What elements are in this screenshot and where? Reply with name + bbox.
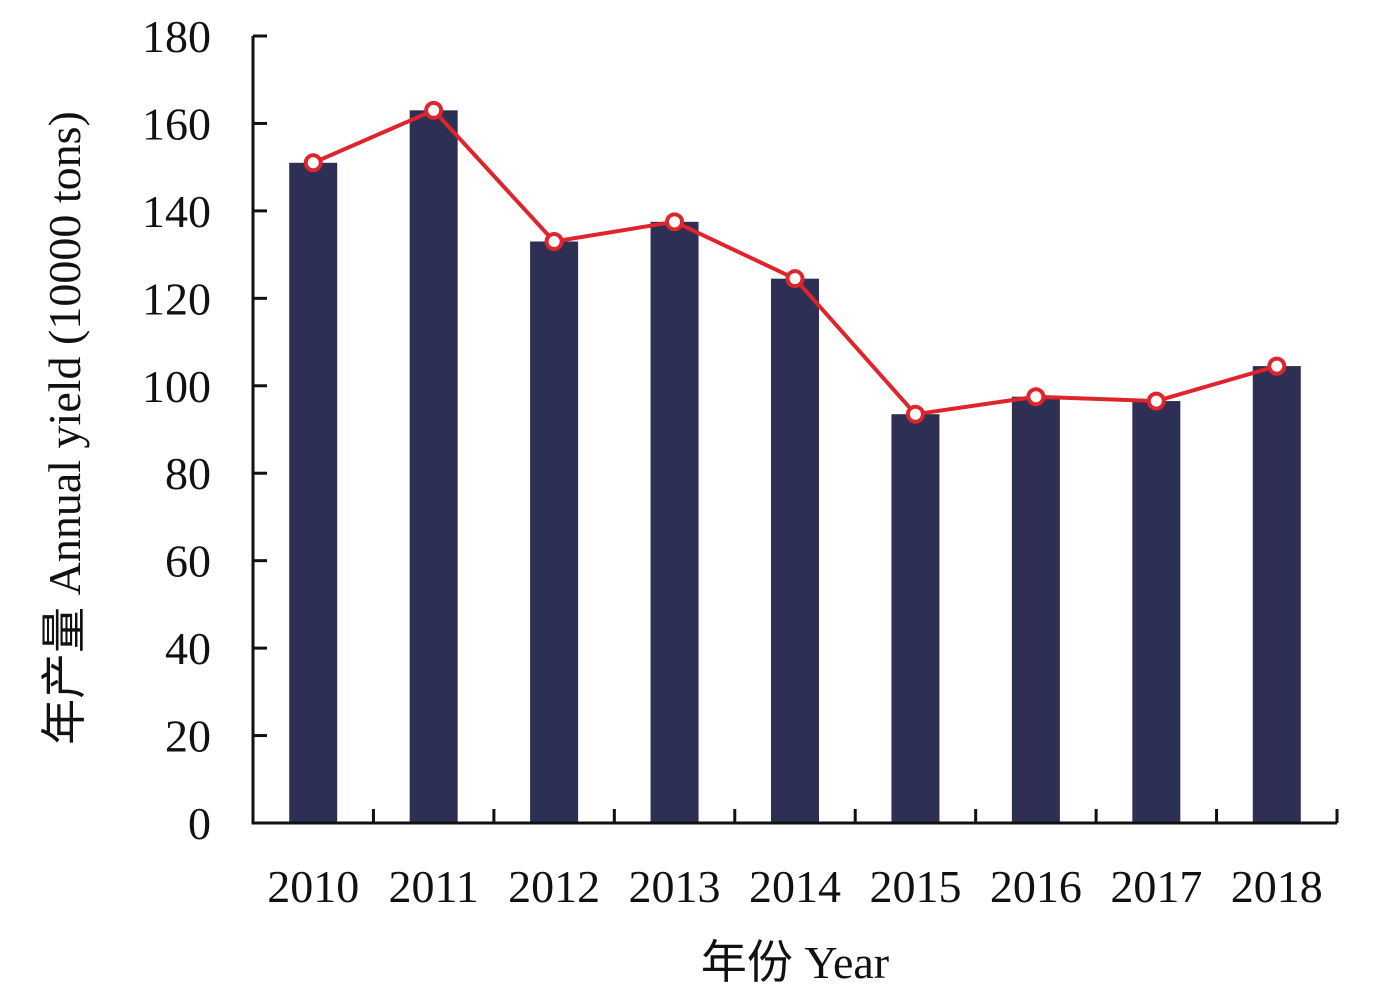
y-tick-label: 160 — [142, 98, 211, 149]
line-point-2017 — [1146, 391, 1166, 411]
y-axis-ticks: 0 20 40 60 80 100 120 140 160 180 — [142, 11, 267, 849]
y-tick-label: 40 — [165, 623, 211, 674]
line-point-2011 — [424, 100, 444, 120]
line-point-2013 — [665, 212, 685, 232]
y-tick-label: 80 — [165, 448, 211, 499]
bar-2013 — [650, 221, 699, 823]
x-tick-label-2017: 2017 — [1110, 861, 1202, 912]
line-point-2012 — [544, 231, 564, 251]
line-point-2016 — [1026, 387, 1046, 407]
bar-2016 — [1011, 396, 1060, 823]
x-tick-label-2013: 2013 — [629, 861, 721, 912]
line-point-2014 — [785, 269, 805, 289]
bar-2012 — [530, 241, 579, 823]
y-tick-label: 100 — [142, 361, 211, 412]
x-tick-label-2011: 2011 — [389, 861, 479, 912]
x-axis-title: 年份 Year — [701, 937, 889, 988]
y-tick-label: 120 — [142, 273, 211, 324]
y-tick-label: 0 — [188, 798, 211, 849]
x-tick-label-2015: 2015 — [869, 861, 961, 912]
line-point-2015 — [905, 404, 925, 424]
axes — [251, 36, 1337, 825]
y-tick-label: 20 — [165, 711, 211, 762]
x-tick-label-2010: 2010 — [267, 861, 359, 912]
y-tick-label: 60 — [165, 536, 211, 587]
bar-2017 — [1132, 401, 1181, 823]
line-series — [303, 100, 1287, 424]
x-axis-ticks: 2010 2011 2012 2013 2014 2015 2016 2017 2018 — [267, 809, 1339, 912]
bar-2010 — [289, 162, 338, 824]
bar-2014 — [771, 278, 819, 823]
x-tick-label-2014: 2014 — [749, 861, 841, 912]
line-point-2010 — [303, 153, 323, 173]
bar-2011 — [409, 110, 458, 824]
bar-series — [289, 110, 1301, 824]
bar-2015 — [891, 414, 940, 823]
y-axis-title: 年产量 Annual yield (10000 tons) — [39, 111, 90, 745]
bar-2018 — [1252, 366, 1301, 823]
y-tick-label: 180 — [142, 11, 211, 62]
x-tick-label-2016: 2016 — [990, 861, 1082, 912]
x-tick-label-2018: 2018 — [1231, 861, 1323, 912]
line-point-2018 — [1267, 356, 1287, 376]
x-tick-label-2012: 2012 — [508, 861, 600, 912]
y-tick-label: 140 — [142, 186, 211, 237]
